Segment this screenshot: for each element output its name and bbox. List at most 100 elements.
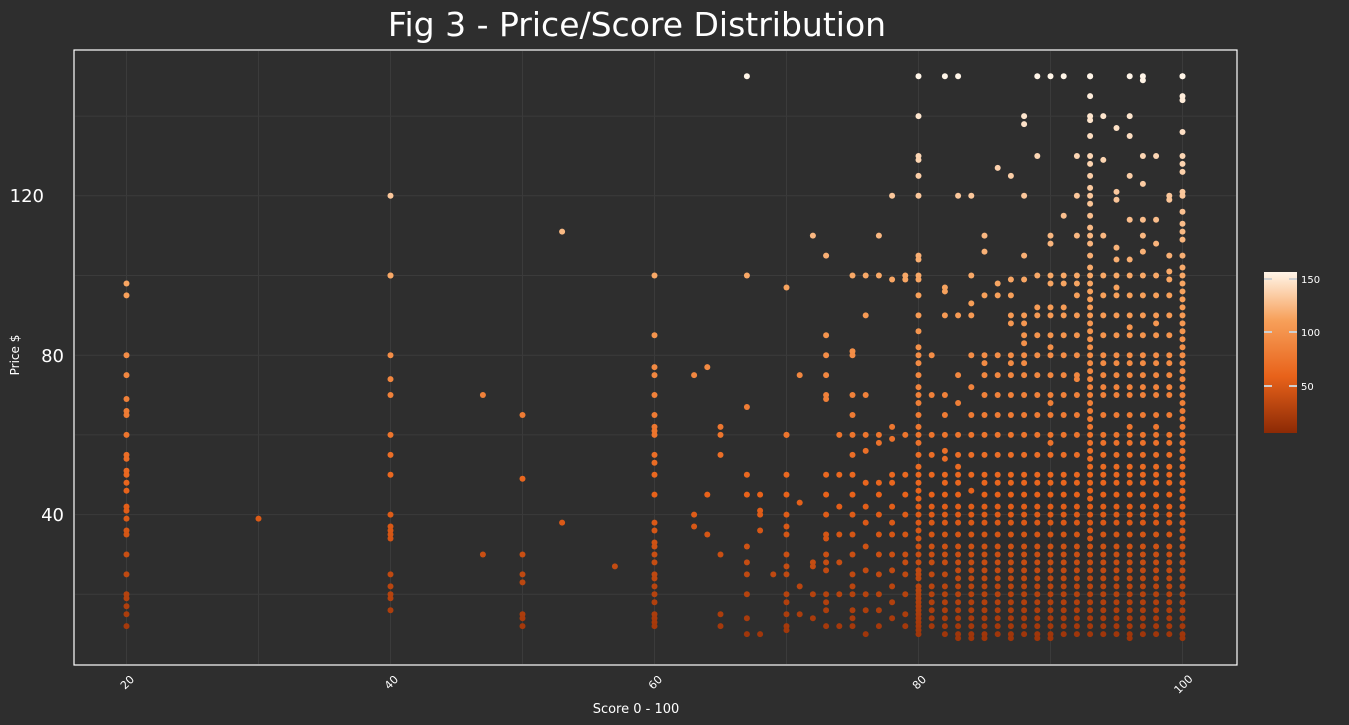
data-point <box>994 352 1001 359</box>
data-point <box>123 280 130 287</box>
data-point <box>1126 503 1133 510</box>
data-point <box>915 527 922 534</box>
data-point <box>981 559 988 566</box>
data-point <box>915 392 922 399</box>
data-point <box>941 431 948 438</box>
data-point <box>915 511 922 518</box>
data-point <box>1100 503 1107 510</box>
data-point <box>387 392 394 399</box>
data-point <box>1021 411 1028 418</box>
data-point <box>875 491 882 498</box>
data-point <box>387 451 394 458</box>
data-point <box>941 479 948 486</box>
data-point <box>941 599 948 606</box>
data-point <box>1021 352 1028 359</box>
data-point <box>519 475 526 482</box>
data-point <box>1113 519 1120 526</box>
data-point <box>941 571 948 578</box>
data-point <box>1007 491 1014 498</box>
data-point <box>1179 567 1186 574</box>
data-point <box>862 543 869 550</box>
data-point <box>1087 224 1094 231</box>
data-point <box>1087 304 1094 311</box>
data-point <box>1126 599 1133 606</box>
data-point <box>928 352 935 359</box>
data-point <box>783 551 790 558</box>
data-point <box>941 591 948 598</box>
data-point <box>915 463 922 470</box>
data-point <box>519 615 526 622</box>
data-point <box>1073 551 1080 558</box>
data-point <box>994 411 1001 418</box>
data-point <box>1100 631 1107 638</box>
data-point <box>1126 272 1133 279</box>
data-point <box>1100 156 1107 163</box>
data-point <box>651 527 658 534</box>
data-point <box>981 471 988 478</box>
data-point <box>849 471 856 478</box>
data-point <box>1034 567 1041 574</box>
data-point <box>1179 220 1186 227</box>
data-point <box>1060 451 1067 458</box>
data-point <box>1153 320 1160 327</box>
data-point <box>1021 519 1028 526</box>
data-point <box>823 352 830 359</box>
data-point <box>889 583 896 590</box>
data-point <box>981 551 988 558</box>
data-point <box>1179 288 1186 295</box>
data-point <box>955 635 962 642</box>
data-point <box>968 431 975 438</box>
data-point <box>1087 133 1094 140</box>
data-point <box>955 312 962 319</box>
data-point <box>955 192 962 199</box>
data-point <box>1087 543 1094 550</box>
data-point <box>1034 635 1041 642</box>
data-point <box>651 332 658 339</box>
data-point <box>717 551 724 558</box>
data-point <box>1060 559 1067 566</box>
data-point <box>809 232 816 239</box>
data-point <box>1073 623 1080 630</box>
data-point <box>875 479 882 486</box>
data-point <box>1087 423 1094 430</box>
data-point <box>928 571 935 578</box>
data-point <box>941 551 948 558</box>
data-point <box>1113 125 1120 132</box>
data-point <box>994 583 1001 590</box>
data-point <box>955 400 962 407</box>
data-point <box>1047 607 1054 614</box>
data-point <box>928 551 935 558</box>
data-point <box>994 519 1001 526</box>
data-point <box>1179 415 1186 422</box>
data-point <box>1139 543 1146 550</box>
data-point <box>1007 451 1014 458</box>
data-point <box>1113 631 1120 638</box>
data-point <box>849 551 856 558</box>
data-point <box>1113 372 1120 379</box>
data-point <box>981 451 988 458</box>
data-point <box>981 360 988 367</box>
data-point <box>823 252 830 259</box>
data-point <box>1034 304 1041 311</box>
data-point <box>1021 312 1028 319</box>
data-point <box>1021 471 1028 478</box>
data-point <box>1153 631 1160 638</box>
data-point <box>611 563 618 570</box>
data-point <box>651 591 658 598</box>
data-point <box>1166 559 1173 566</box>
data-point <box>915 487 922 494</box>
data-point <box>559 519 566 526</box>
data-point <box>915 411 922 418</box>
data-point <box>955 531 962 538</box>
data-point <box>981 591 988 598</box>
data-point <box>1073 599 1080 606</box>
data-point <box>968 615 975 622</box>
data-point <box>1153 372 1160 379</box>
data-point <box>783 571 790 578</box>
data-point <box>875 431 882 438</box>
data-point <box>1073 352 1080 359</box>
data-point <box>1100 519 1107 526</box>
data-point <box>387 431 394 438</box>
data-point <box>1126 559 1133 566</box>
data-point <box>1007 599 1014 606</box>
